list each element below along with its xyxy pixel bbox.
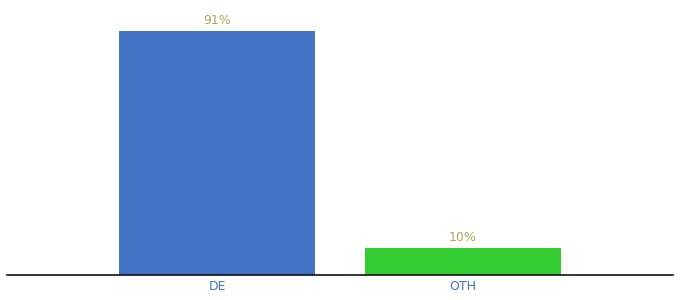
Text: 10%: 10% — [449, 231, 477, 244]
Bar — [364, 248, 561, 274]
Text: 91%: 91% — [203, 14, 231, 27]
Bar — [119, 31, 316, 274]
